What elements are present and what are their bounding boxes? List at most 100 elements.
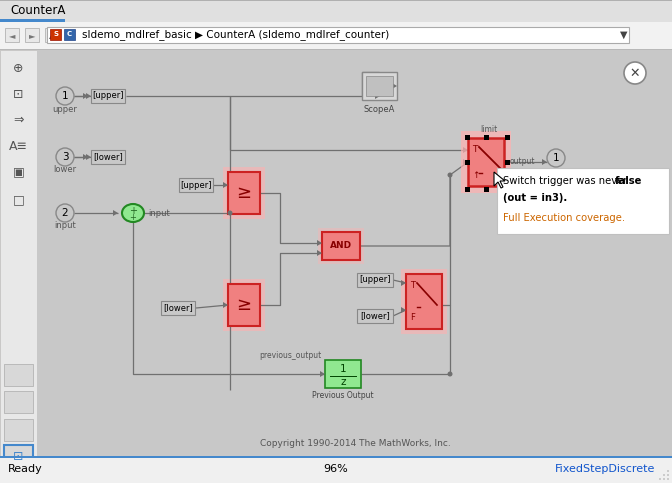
Bar bbox=[47, 27, 629, 43]
Polygon shape bbox=[223, 182, 228, 188]
Text: limit: limit bbox=[480, 125, 497, 133]
Polygon shape bbox=[375, 93, 380, 99]
Polygon shape bbox=[320, 371, 325, 377]
Polygon shape bbox=[317, 250, 322, 256]
Text: [upper]: [upper] bbox=[360, 275, 390, 284]
Bar bbox=[465, 160, 470, 165]
Text: ↑: ↑ bbox=[472, 171, 480, 181]
Text: ▲: ▲ bbox=[49, 31, 55, 40]
Polygon shape bbox=[463, 159, 468, 165]
Text: C: C bbox=[67, 31, 72, 38]
Polygon shape bbox=[542, 159, 547, 165]
Circle shape bbox=[448, 172, 452, 177]
Bar bbox=[505, 135, 510, 140]
Polygon shape bbox=[392, 83, 397, 89]
Bar bbox=[497, 168, 669, 234]
Bar bbox=[484, 135, 489, 140]
Polygon shape bbox=[401, 280, 406, 286]
Text: 1: 1 bbox=[62, 91, 69, 101]
Polygon shape bbox=[317, 240, 322, 246]
Bar bbox=[50, 29, 61, 40]
Text: [lower]: [lower] bbox=[163, 303, 193, 313]
Circle shape bbox=[667, 478, 669, 480]
Text: Switch trigger was never: Switch trigger was never bbox=[503, 176, 630, 186]
Text: 1: 1 bbox=[552, 153, 559, 163]
Text: A≡: A≡ bbox=[9, 141, 28, 154]
Text: ScopeA: ScopeA bbox=[364, 104, 395, 114]
Text: [upper]: [upper] bbox=[92, 91, 124, 100]
Text: Full Execution coverage.: Full Execution coverage. bbox=[503, 213, 625, 223]
Bar bbox=[366, 76, 393, 96]
Bar bbox=[223, 167, 265, 219]
Text: F: F bbox=[410, 313, 415, 322]
Bar bbox=[505, 160, 510, 165]
Bar bbox=[0, 456, 672, 457]
Circle shape bbox=[448, 371, 452, 377]
Text: [lower]: [lower] bbox=[93, 153, 123, 161]
Bar bbox=[179, 178, 213, 192]
Text: ⇒: ⇒ bbox=[13, 114, 24, 127]
Circle shape bbox=[624, 62, 646, 84]
Bar bbox=[465, 187, 470, 192]
Bar bbox=[45, 28, 59, 42]
Bar bbox=[362, 72, 397, 100]
Polygon shape bbox=[86, 93, 91, 99]
Circle shape bbox=[667, 470, 669, 472]
Bar bbox=[484, 187, 489, 192]
Circle shape bbox=[56, 204, 74, 222]
Bar bbox=[0, 0, 672, 22]
Bar bbox=[64, 29, 75, 40]
Text: sldemo_mdlref_basic ▶ CounterA (sldemo_mdlref_counter): sldemo_mdlref_basic ▶ CounterA (sldemo_m… bbox=[82, 29, 389, 41]
Text: ►: ► bbox=[29, 31, 35, 40]
Text: ▼: ▼ bbox=[620, 30, 628, 40]
Bar bbox=[91, 150, 125, 164]
Polygon shape bbox=[401, 307, 406, 313]
Circle shape bbox=[56, 87, 74, 105]
Bar bbox=[161, 301, 195, 315]
Polygon shape bbox=[494, 172, 505, 188]
Text: T: T bbox=[472, 144, 477, 154]
Ellipse shape bbox=[122, 204, 144, 222]
Bar bbox=[4, 391, 33, 413]
Bar bbox=[5, 28, 19, 42]
Bar bbox=[0, 50, 37, 456]
Text: +: + bbox=[130, 213, 136, 223]
Polygon shape bbox=[86, 154, 91, 160]
Text: □: □ bbox=[13, 194, 24, 207]
Circle shape bbox=[667, 474, 669, 476]
Text: 2: 2 bbox=[62, 208, 69, 218]
Text: ⊕: ⊕ bbox=[13, 61, 24, 74]
Bar bbox=[0, 22, 672, 50]
Bar bbox=[37, 50, 672, 456]
Polygon shape bbox=[463, 147, 468, 153]
Text: 3: 3 bbox=[62, 152, 69, 162]
Bar bbox=[318, 228, 364, 264]
Bar bbox=[322, 232, 360, 260]
Text: Ready: Ready bbox=[8, 464, 43, 474]
Bar bbox=[37, 430, 672, 456]
Text: z: z bbox=[340, 377, 346, 387]
Text: (out = in3).: (out = in3). bbox=[503, 193, 567, 203]
Text: output: output bbox=[510, 157, 536, 167]
Bar bbox=[406, 274, 442, 329]
Text: 96%: 96% bbox=[324, 464, 348, 474]
Text: S: S bbox=[53, 31, 58, 38]
Bar bbox=[357, 273, 393, 287]
Text: previous_output: previous_output bbox=[259, 351, 321, 359]
Text: ≥: ≥ bbox=[237, 296, 251, 314]
Circle shape bbox=[228, 211, 233, 215]
Bar bbox=[505, 187, 510, 192]
Bar bbox=[401, 269, 447, 334]
Text: ✕: ✕ bbox=[630, 67, 640, 80]
Text: +: + bbox=[129, 206, 137, 216]
Bar bbox=[325, 360, 361, 388]
Polygon shape bbox=[83, 154, 88, 160]
Bar bbox=[0, 19, 65, 22]
Bar bbox=[91, 89, 125, 103]
Bar bbox=[25, 28, 39, 42]
Text: FixedStepDiscrete: FixedStepDiscrete bbox=[554, 464, 655, 474]
Text: ◄: ◄ bbox=[9, 31, 15, 40]
Text: ⊡: ⊡ bbox=[13, 450, 24, 463]
Polygon shape bbox=[83, 93, 88, 99]
Bar bbox=[228, 172, 260, 214]
